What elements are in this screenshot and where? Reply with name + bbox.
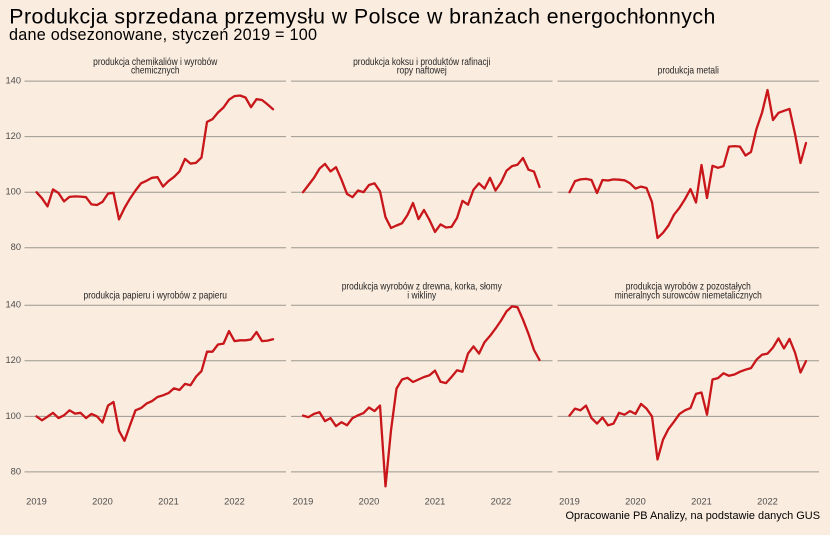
svg-text:produkcja chemikaliów i wyrobó: produkcja chemikaliów i wyrobów <box>93 56 218 68</box>
svg-text:2022: 2022 <box>491 496 512 506</box>
svg-text:2019: 2019 <box>26 496 47 506</box>
svg-text:140: 140 <box>5 300 21 310</box>
svg-text:140: 140 <box>5 76 21 86</box>
svg-text:chemicznych: chemicznych <box>131 65 180 77</box>
svg-text:120: 120 <box>5 131 21 141</box>
svg-text:80: 80 <box>11 242 21 252</box>
svg-text:2020: 2020 <box>625 496 646 506</box>
svg-text:produkcja wyrobów z pozostałyc: produkcja wyrobów z pozostałych <box>626 281 751 293</box>
svg-text:120: 120 <box>5 355 21 365</box>
svg-text:2022: 2022 <box>757 496 778 506</box>
svg-text:2021: 2021 <box>691 496 712 506</box>
svg-text:2019: 2019 <box>293 496 314 506</box>
svg-text:produkcja wyrobów z drewna, ko: produkcja wyrobów z drewna, korka, słomy <box>342 281 503 293</box>
svg-text:i wikliny: i wikliny <box>407 289 436 301</box>
svg-text:2022: 2022 <box>224 496 245 506</box>
svg-text:80: 80 <box>11 466 21 476</box>
svg-text:2021: 2021 <box>158 496 179 506</box>
svg-text:mineralnych surowców niemetali: mineralnych surowców niemetalicznych <box>615 289 762 301</box>
svg-text:produkcja papieru i wyrobów z: produkcja papieru i wyrobów z papieru <box>84 289 228 301</box>
svg-text:Produkcja sprzedana przemysłu: Produkcja sprzedana przemysłu w Polsce w… <box>9 4 715 28</box>
svg-text:2019: 2019 <box>559 496 580 506</box>
svg-text:produkcja metali: produkcja metali <box>658 65 719 77</box>
svg-text:100: 100 <box>5 411 21 421</box>
svg-text:2021: 2021 <box>425 496 446 506</box>
svg-text:100: 100 <box>5 187 21 197</box>
svg-text:ropy naftowej: ropy naftowej <box>397 65 447 77</box>
svg-text:2020: 2020 <box>92 496 113 506</box>
svg-text:produkcja koksu i produktów ra: produkcja koksu i produktów rafinacji <box>353 56 490 68</box>
svg-text:dane odsezonowane, styczeń 201: dane odsezonowane, styczeń 2019 = 100 <box>9 26 317 44</box>
svg-text:2020: 2020 <box>359 496 380 506</box>
svg-text:Opracowanie PB Analizy, na pod: Opracowanie PB Analizy, na podstawie dan… <box>566 510 821 522</box>
